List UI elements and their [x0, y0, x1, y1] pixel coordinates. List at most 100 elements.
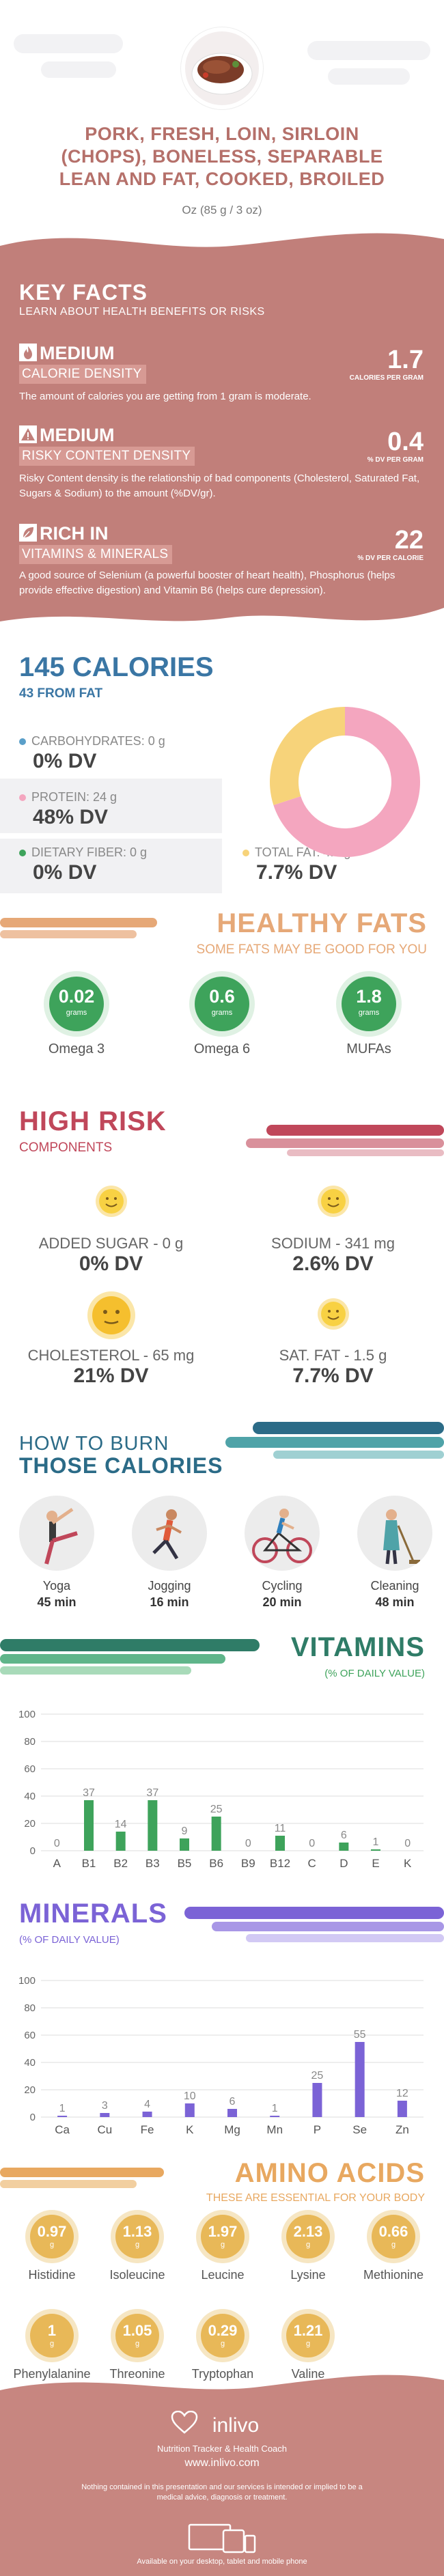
amino-acid-circle: 1.21 g — [286, 2314, 330, 2357]
vitamin-bar-E — [371, 1849, 380, 1851]
legend-dot — [19, 850, 26, 856]
cycling-minutes: 20 min — [262, 1595, 302, 1609]
mineral-value-label: 4 — [144, 2099, 150, 2110]
vitamin-y-tick: 0 — [30, 1845, 36, 1857]
mineral-y-tick: 0 — [30, 2112, 36, 2123]
mineral-bar-Se — [355, 2042, 365, 2117]
amino-acid-label: Leucine — [201, 2268, 245, 2282]
vitamin-y-tick: 60 — [24, 1763, 36, 1775]
burn-title-line2: THOSE CALORIES — [19, 1453, 223, 1478]
amino-acid-value: 1.21 — [293, 2322, 323, 2339]
key-facts-section: KEY FACTS LEARN ABOUT HEALTH BENEFITS OR… — [0, 225, 444, 635]
jogging-icon — [132, 1496, 207, 1571]
amino-acid-value: 0.29 — [208, 2322, 238, 2339]
donut-slice-protein — [273, 707, 420, 857]
decorative-stripes — [246, 1125, 444, 1156]
risky-content-badge: MEDIUM — [19, 425, 115, 446]
mineral-category-label: P — [314, 2123, 321, 2136]
amino-acid-value: 1.97 — [208, 2223, 238, 2240]
mineral-category-label: Mn — [266, 2123, 283, 2136]
food-title-line: PORK, FRESH, LOIN, SIRLOIN — [85, 124, 359, 144]
vitamins-bar-chart: 0204060801000A37B114B237B39B525B60B911B1… — [18, 1709, 424, 1870]
minerals-subtitle: (% OF DAILY VALUE) — [19, 1934, 120, 1946]
cleaning-label: Cleaning — [370, 1579, 419, 1593]
decorative-cloud — [14, 34, 123, 53]
amino-acid-circle: 1.97 g — [201, 2215, 245, 2258]
yoga-label: Yoga — [42, 1579, 71, 1593]
vitamin-y-tick: 40 — [24, 1791, 36, 1802]
risky-content-description: Risky Content density is the relationshi… — [19, 473, 420, 499]
mineral-y-tick: 60 — [24, 2030, 36, 2041]
vitamin-value-label: 9 — [182, 1825, 188, 1837]
vitamin-category-label: B9 — [241, 1857, 255, 1870]
vitamins-minerals-value: 22 — [394, 526, 424, 555]
mineral-value-label: 10 — [184, 2090, 196, 2102]
risky-content-label: RISKY CONTENT DENSITY — [19, 447, 195, 466]
fat-value: 1.8 — [356, 986, 382, 1007]
amino-acids-subtitle: THESE ARE ESSENTIAL FOR YOUR BODY — [206, 2192, 425, 2204]
decorative-stripes — [184, 1907, 444, 1942]
vitamin-category-label: B2 — [113, 1857, 128, 1870]
vitamin-category-label: B1 — [82, 1857, 96, 1870]
vitamin-value-label: 0 — [309, 1838, 315, 1849]
legend-dot — [242, 850, 249, 856]
amino-acid-label: Threonine — [109, 2367, 165, 2381]
vitamin-value-label: 14 — [115, 1819, 127, 1830]
fat-value: 0.02 — [58, 986, 95, 1007]
vitamin-category-label: B5 — [178, 1857, 192, 1870]
mineral-value-label: 1 — [59, 2103, 66, 2114]
heart-logo-icon — [171, 2411, 198, 2434]
minerals-title: MINERALS — [19, 1899, 167, 1929]
vitamin-y-tick: 20 — [24, 1818, 36, 1830]
amino-acid-label: Methionine — [363, 2268, 424, 2282]
vitamin-category-label: E — [372, 1857, 379, 1870]
vitamins-title: VITAMINS — [290, 1632, 425, 1662]
mineral-value-label: 3 — [102, 2100, 108, 2112]
mineral-value-label: 12 — [396, 2088, 408, 2099]
mineral-bar-Zn — [397, 2101, 407, 2117]
vitamin-value-label: 37 — [146, 1787, 158, 1799]
vitamin-value-label: 6 — [341, 1830, 347, 1841]
amino-acid-value: 1 — [47, 2322, 57, 2339]
mineral-category-label: Ca — [55, 2123, 70, 2136]
vitamin-bar-B3 — [148, 1800, 158, 1851]
badge-level: MEDIUM — [40, 425, 115, 445]
mufas-circle: 1.8 grams — [342, 977, 396, 1031]
mineral-bar-Fe — [142, 2112, 152, 2117]
vitamin-value-label: 0 — [54, 1838, 60, 1849]
calorie-density-label: CALORIE DENSITY — [19, 365, 146, 384]
cleaning-minutes: 48 min — [375, 1595, 415, 1609]
protein-band — [0, 779, 222, 833]
neutral-face-icon — [87, 1291, 135, 1339]
omega6-circle: 0.6 grams — [195, 977, 249, 1031]
footer-background — [0, 2375, 444, 2576]
protein-dv: 48% DV — [33, 806, 109, 828]
vitamins-subtitle: (% OF DAILY VALUE) — [324, 1668, 425, 1679]
vitamin-bar-B1 — [84, 1800, 94, 1851]
legend-dot — [19, 794, 26, 801]
omega3-label: Omega 3 — [48, 1041, 105, 1056]
mineral-bar-K — [184, 2103, 195, 2117]
vitamins-minerals-badge: RICH IN — [19, 523, 109, 544]
amino-acid-circle: 0.97 g — [30, 2215, 74, 2258]
amino-acid-unit: g — [49, 2340, 55, 2348]
amino-acid-unit: g — [391, 2241, 396, 2249]
mineral-category-label: K — [186, 2123, 194, 2136]
sat-fat-dv: 7.7% DV — [292, 1364, 374, 1387]
vitamin-value-label: 0 — [404, 1838, 411, 1849]
devices-icon — [188, 2523, 256, 2553]
decorative-stripes — [0, 918, 157, 938]
amino-acid-unit: g — [305, 2241, 311, 2249]
amino-acid-circle: 1.13 g — [115, 2215, 159, 2258]
mineral-value-label: 1 — [272, 2103, 278, 2114]
amino-acid-unit: g — [135, 2241, 140, 2249]
footer-url[interactable]: www.inlivo.com — [184, 2457, 260, 2469]
decorative-stripes — [225, 1422, 444, 1459]
added-sugar-label: ADDED SUGAR - 0 g — [38, 1235, 184, 1252]
vitamin-bar-B2 — [115, 1832, 126, 1851]
mineral-category-label: Zn — [396, 2123, 409, 2136]
decorative-cloud — [41, 61, 116, 78]
vitamin-bar-D — [339, 1843, 349, 1851]
food-title: PORK, FRESH, LOIN, SIRLOIN (CHOPS), BONE… — [27, 123, 417, 191]
